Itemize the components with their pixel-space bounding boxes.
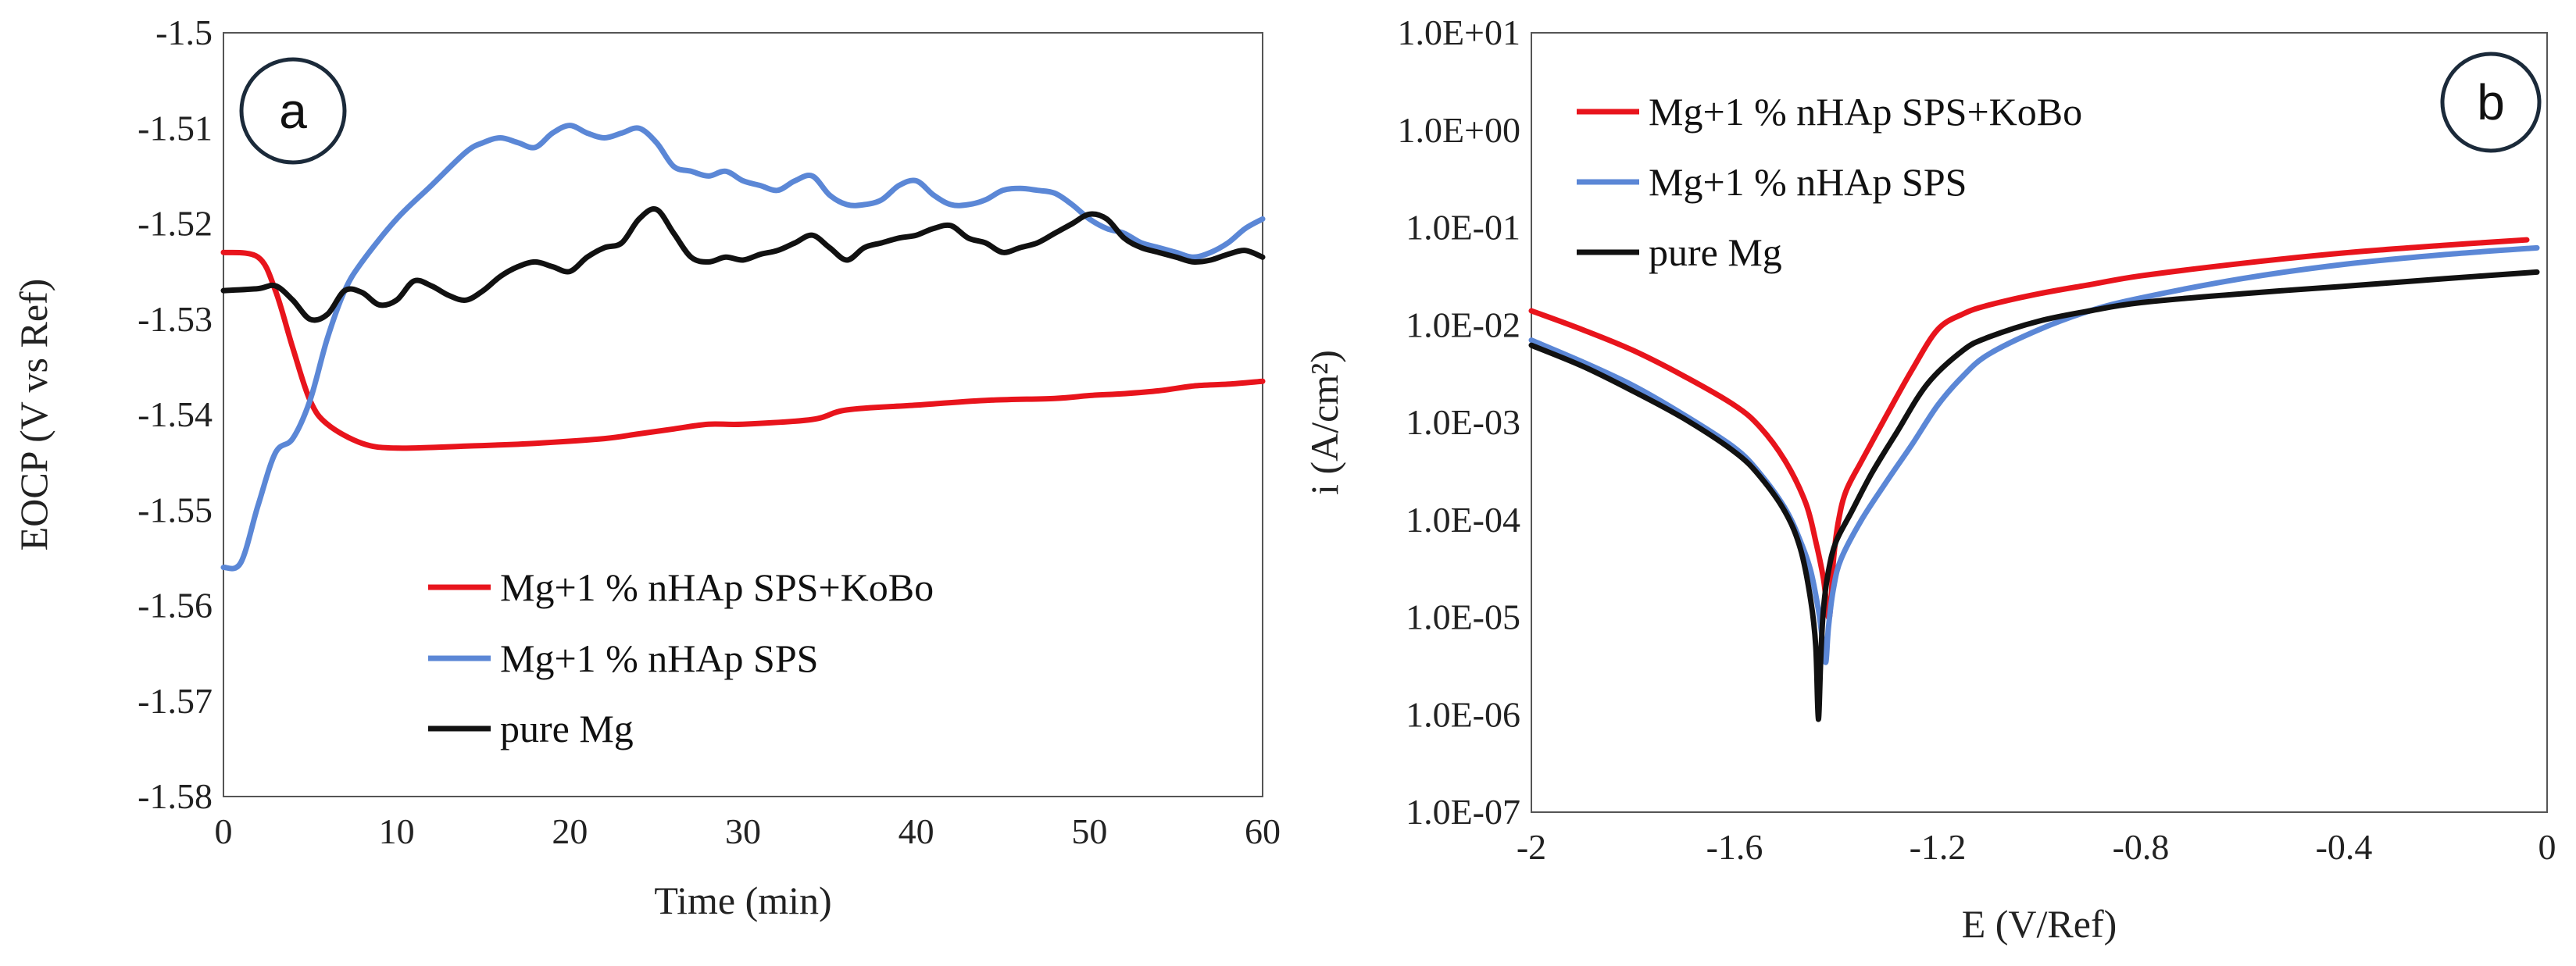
panel-b-series-line-1 xyxy=(1528,237,2530,621)
panel-b-polarization-curves: 1.0E+01 1.0E+00 1.0E-01 1.0E-02 1.0E-03 1.0E-… xyxy=(1302,12,2556,946)
panel-b-x-tick-label: -2 xyxy=(1517,827,1546,867)
panel-a-legend-label-3: pure Mg xyxy=(500,707,634,750)
panel-b-label: b xyxy=(2477,74,2505,130)
panel-b-legend: Mg+1 % nHAp SPS+KoBo Mg+1 % nHAp SPS pur… xyxy=(1577,90,2082,274)
panel-a-series-lines xyxy=(220,123,1266,572)
panel-b-legend-label-2: Mg+1 % nHAp SPS xyxy=(1649,160,1967,204)
panel-a-legend: Mg+1 % nHAp SPS+KoBo Mg+1 % nHAp SPS pur… xyxy=(428,565,934,750)
panel-b-y-axis-title: i (A/cm²) xyxy=(1302,350,1346,495)
panel-b-plot-frame xyxy=(1531,32,2548,813)
panel-a-legend-label-2: Mg+1 % nHAp SPS xyxy=(500,636,818,680)
panel-a-y-tick-label: -1.55 xyxy=(138,490,213,529)
panel-b-y-tick-label: 1.0E-05 xyxy=(1406,597,1520,637)
panel-a-x-tick-label: 30 xyxy=(725,811,761,851)
panel-a-y-tick-label: -1.54 xyxy=(138,394,213,434)
panel-b-x-tick-label: -0.8 xyxy=(2113,827,2170,867)
panel-a-plot-frame xyxy=(223,32,1263,797)
panel-a-x-tick-label: 0 xyxy=(215,811,233,851)
panel-a-y-tick-labels: -1.5 -1.51 -1.52 -1.53 -1.54 -1.55 -1.56 -1.57 -… xyxy=(138,12,213,816)
panel-b-series-lines xyxy=(1528,237,2540,722)
panel-a-x-tick-labels: 0 10 20 30 40 50 60 xyxy=(215,811,1281,851)
panel-b-y-tick-label: 1.0E-02 xyxy=(1406,305,1520,344)
panel-b-label-circle xyxy=(2440,52,2542,153)
panel-a-label-circle xyxy=(239,57,347,165)
panel-b-y-tick-label: 1.0E-06 xyxy=(1406,694,1520,734)
panel-b-x-tick-label: 0 xyxy=(2538,827,2556,867)
panel-a-series-line-2 xyxy=(220,123,1266,572)
panel-a-x-tick-label: 10 xyxy=(379,811,415,851)
panel-b-y-tick-label: 1.0E+01 xyxy=(1397,12,1520,52)
panel-a-x-tick-label: 50 xyxy=(1071,811,1107,851)
panel-b-x-tick-label: -1.6 xyxy=(1706,827,1763,867)
panel-b-y-tick-label: 1.0E-04 xyxy=(1406,500,1520,540)
panel-b-x-axis-title: E (V/Ref) xyxy=(1962,902,2117,946)
panel-b-y-tick-label: 1.0E-07 xyxy=(1406,792,1520,832)
panel-a-y-tick-label: -1.57 xyxy=(138,681,213,721)
panel-b-legend-label-3: pure Mg xyxy=(1649,230,1782,274)
panel-a-x-tick-label: 40 xyxy=(899,811,934,851)
panel-b-series-line-3 xyxy=(1528,269,2540,722)
panel-a-y-tick-label: -1.56 xyxy=(138,586,213,626)
panel-b-legend-label-1: Mg+1 % nHAp SPS+KoBo xyxy=(1649,90,2082,134)
panel-a-y-tick-label: -1.58 xyxy=(138,776,213,816)
panel-a-x-tick-label: 20 xyxy=(552,811,588,851)
panel-a-y-axis-title: EOCP (V vs Ref) xyxy=(12,279,55,551)
panel-b-x-tick-labels: -2 -1.6 -1.2 -0.8 -0.4 0 xyxy=(1517,827,2556,867)
panel-a-x-tick-label: 60 xyxy=(1245,811,1281,851)
panel-a-legend-label-1: Mg+1 % nHAp SPS+KoBo xyxy=(500,565,934,609)
panel-b-y-tick-label: 1.0E-03 xyxy=(1406,402,1520,442)
panel-a-series-line-3 xyxy=(220,206,1266,323)
panel-a-x-axis-title: Time (min) xyxy=(654,879,831,922)
panel-b-x-tick-label: -0.4 xyxy=(2316,827,2373,867)
panel-a-y-tick-label: -1.5 xyxy=(155,12,213,52)
panel-b-x-tick-label: -1.2 xyxy=(1910,827,1967,867)
panel-a-y-tick-label: -1.53 xyxy=(138,299,213,339)
panel-b-y-tick-labels: 1.0E+01 1.0E+00 1.0E-01 1.0E-02 1.0E-03 1.0E-… xyxy=(1397,12,1520,832)
panel-b-y-tick-label: 1.0E-01 xyxy=(1406,208,1520,248)
panel-a-label: a xyxy=(279,83,307,139)
panel-a-y-tick-label: -1.51 xyxy=(138,108,213,148)
panel-a-y-tick-label: -1.52 xyxy=(138,204,213,244)
panel-b-y-tick-label: 1.0E+00 xyxy=(1397,110,1520,150)
panel-a-series-line-1 xyxy=(220,249,1266,451)
panel-a-open-circuit-potential: -1.5 -1.51 -1.52 -1.53 -1.54 -1.55 -1.56 -1.57 -… xyxy=(12,12,1281,922)
